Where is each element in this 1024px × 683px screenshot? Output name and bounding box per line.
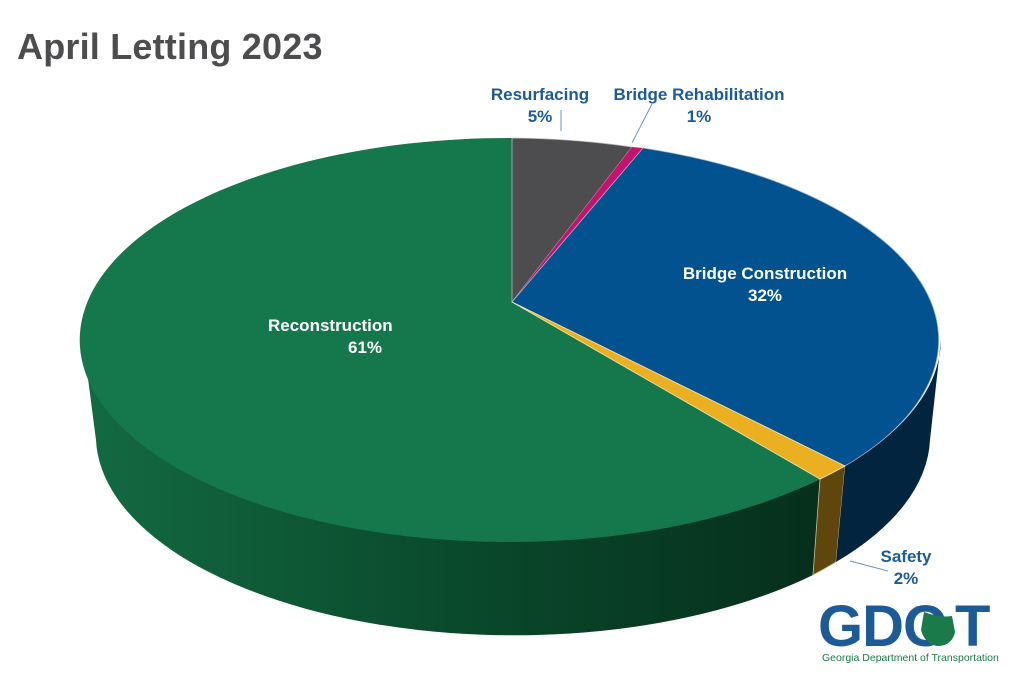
slice-side-bridge-construction xyxy=(836,340,941,562)
label-safety-name: Safety xyxy=(880,547,932,566)
slice-resurfacing[interactable] xyxy=(511,137,633,304)
label-bridge-rehabilitation-pct: 1% xyxy=(686,107,712,126)
label-bridge-construction: Bridge Construction 32% xyxy=(660,263,870,307)
chart-title: April Letting 2023 xyxy=(17,26,323,67)
leader-line-safety xyxy=(849,560,889,572)
label-safety: Safety 2% xyxy=(872,546,940,590)
label-reconstruction-pct: 61% xyxy=(348,338,383,357)
peach-leaf-icon xyxy=(921,612,955,646)
gdot-logo: GDO T xyxy=(818,594,990,659)
slice-bridge-construction[interactable] xyxy=(511,147,940,467)
slice-safety[interactable] xyxy=(511,301,846,480)
logo-mark-t: T xyxy=(955,594,990,659)
label-reconstruction-name: Reconstruction xyxy=(268,316,393,335)
label-safety-pct: 2% xyxy=(893,569,919,588)
pie-top xyxy=(79,137,940,542)
label-resurfacing-name: Resurfacing xyxy=(490,85,590,104)
leader-lines xyxy=(560,103,889,572)
pie-sides xyxy=(83,340,941,636)
label-bridge-construction-pct: 32% xyxy=(747,286,783,305)
slice-side-reconstruction xyxy=(83,340,820,636)
label-bridge-rehabilitation: Bridge Rehabilitation 1% xyxy=(600,84,798,128)
label-resurfacing: Resurfacing 5% xyxy=(478,84,602,128)
logo-tagline: Georgia Department of Transportation xyxy=(822,652,999,664)
label-reconstruction: Reconstruction 61% xyxy=(268,315,448,359)
label-resurfacing-pct: 5% xyxy=(527,107,553,126)
slice-reconstruction[interactable] xyxy=(79,137,820,542)
label-bridge-rehabilitation-name: Bridge Rehabilitation xyxy=(613,85,785,104)
label-bridge-construction-name: Bridge Construction xyxy=(682,264,848,283)
leader-line-bridge-rehabilitation xyxy=(631,103,653,144)
